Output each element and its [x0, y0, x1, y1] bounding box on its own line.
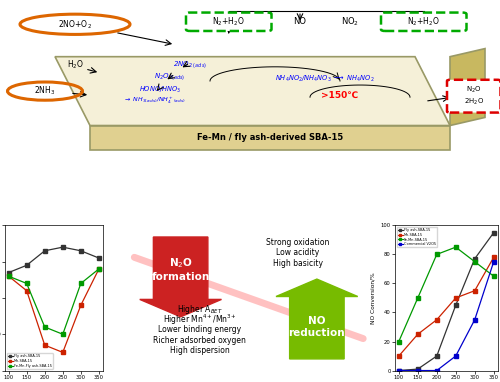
Text: >150℃: >150℃ [322, 91, 358, 100]
Commercial V2O5 [490, 259, 496, 264]
Mn-SBA-15 [42, 343, 48, 348]
Fly ash-SBA-15 [452, 303, 458, 308]
Text: NO
reduction: NO reduction [288, 316, 345, 338]
Polygon shape [450, 49, 485, 126]
FancyBboxPatch shape [447, 80, 500, 113]
Fe-Mn-SBA-15 [396, 339, 402, 344]
Fly ash-SBA-15 [60, 245, 66, 249]
Legend: Fly ash-SBA-15, Mn-SBA-15, Fe-Mn-SBA-15, Commercial V2O5: Fly ash-SBA-15, Mn-SBA-15, Fe-Mn-SBA-15,… [396, 227, 437, 247]
Commercial V2O5 [472, 317, 478, 322]
Fe-Mn-Fly ash-SBA-15 [42, 325, 48, 329]
Fe-Mn-Fly ash-SBA-15 [96, 267, 102, 271]
Line: Mn-SBA-15: Mn-SBA-15 [398, 256, 495, 358]
Fly ash-SBA-15 [490, 230, 496, 235]
Text: N$_2$+H$_2$O: N$_2$+H$_2$O [408, 15, 440, 28]
Text: H$_2$O: H$_2$O [66, 58, 84, 71]
Line: Commercial V2O5: Commercial V2O5 [398, 260, 495, 372]
Legend: Fly ash-SBA-15, Mn-SBA-15, Fe-Mn-Fly ash-SBA-15: Fly ash-SBA-15, Mn-SBA-15, Fe-Mn-Fly ash… [6, 353, 53, 369]
Polygon shape [90, 126, 450, 150]
Fly ash-SBA-15 [42, 248, 48, 253]
Line: Fe-Mn-SBA-15: Fe-Mn-SBA-15 [398, 246, 495, 343]
Mn-SBA-15 [434, 317, 440, 322]
Text: N$_2$O$_{4(ads)}$: N$_2$O$_{4(ads)}$ [154, 71, 186, 83]
Mn-SBA-15 [24, 288, 30, 293]
Fly ash-SBA-15 [24, 263, 30, 267]
Commercial V2O5 [452, 354, 458, 358]
Line: Fly ash-SBA-15: Fly ash-SBA-15 [7, 246, 100, 274]
Mn-SBA-15 [96, 267, 102, 271]
Fly ash-SBA-15 [6, 270, 12, 275]
Fe-Mn-Fly ash-SBA-15 [24, 281, 30, 286]
Fe-Mn-Fly ash-SBA-15 [60, 332, 66, 337]
Line: Fe-Mn-Fly ash-SBA-15: Fe-Mn-Fly ash-SBA-15 [7, 267, 100, 336]
Text: $\rightarrow$ NH$_{3(ads)}$/NH$_4^+$$_{(ads)}$: $\rightarrow$ NH$_{3(ads)}$/NH$_4^+$$_{(… [124, 96, 186, 106]
Fe-Mn-SBA-15 [472, 259, 478, 264]
Text: Higher A$_{BET}$: Higher A$_{BET}$ [177, 303, 222, 316]
FancyBboxPatch shape [186, 13, 272, 31]
Text: Strong oxidation: Strong oxidation [266, 238, 330, 247]
Fly ash-SBA-15 [472, 256, 478, 261]
Text: Low acidity: Low acidity [276, 248, 320, 257]
Text: HONO/HNO$_3$: HONO/HNO$_3$ [139, 85, 181, 95]
Fly ash-SBA-15 [415, 367, 421, 371]
Commercial V2O5 [415, 368, 421, 373]
Polygon shape [55, 57, 450, 126]
Text: 2NH$_3$: 2NH$_3$ [34, 85, 56, 97]
FancyArrow shape [140, 237, 222, 317]
FancyArrow shape [276, 279, 358, 359]
Text: NO: NO [294, 17, 306, 26]
Fe-Mn-SBA-15 [415, 296, 421, 300]
Commercial V2O5 [434, 368, 440, 373]
Mn-SBA-15 [452, 296, 458, 300]
Text: NH$_4$NO$_2$/NH$_4$NO$_3$ $\longrightarrow$ NH$_4$NO$_2$: NH$_4$NO$_2$/NH$_4$NO$_3$ $\longrightarr… [275, 74, 375, 84]
Text: Higher Mn$^{4+}$/Mn$^{3+}$: Higher Mn$^{4+}$/Mn$^{3+}$ [162, 312, 236, 327]
Line: Mn-SBA-15: Mn-SBA-15 [7, 267, 100, 354]
Fe-Mn-Fly ash-SBA-15 [6, 274, 12, 278]
Mn-SBA-15 [60, 350, 66, 354]
Fly ash-SBA-15 [434, 354, 440, 358]
Text: Lower binding energy: Lower binding energy [158, 325, 242, 334]
Text: High dispersion: High dispersion [170, 346, 230, 355]
Fly ash-SBA-15 [96, 256, 102, 261]
Text: N$_2$+H$_2$O: N$_2$+H$_2$O [212, 15, 245, 28]
Fe-Mn-SBA-15 [452, 245, 458, 249]
Line: Fly ash-SBA-15: Fly ash-SBA-15 [398, 231, 495, 372]
Mn-SBA-15 [490, 255, 496, 260]
Commercial V2O5 [396, 368, 402, 373]
Fly ash-SBA-15 [396, 368, 402, 373]
Fe-Mn-Fly ash-SBA-15 [78, 281, 84, 286]
Mn-SBA-15 [78, 303, 84, 308]
Mn-SBA-15 [472, 288, 478, 293]
Text: Richer adsorbed oxygen: Richer adsorbed oxygen [154, 335, 246, 345]
Text: N$_2$O
formation: N$_2$O formation [152, 256, 210, 282]
Fe-Mn-SBA-15 [490, 274, 496, 278]
Mn-SBA-15 [396, 354, 402, 358]
FancyBboxPatch shape [381, 13, 466, 31]
Text: N$_2$O
2H$_2$O: N$_2$O 2H$_2$O [464, 85, 484, 107]
Fe-Mn-SBA-15 [434, 252, 440, 257]
Fly ash-SBA-15 [78, 248, 84, 253]
Text: High basicity: High basicity [273, 259, 323, 268]
Mn-SBA-15 [415, 332, 421, 337]
Mn-SBA-15 [6, 274, 12, 278]
FancyBboxPatch shape [106, 222, 392, 374]
Text: NO$_2$: NO$_2$ [341, 15, 359, 28]
Text: Fe-Mn / fly ash-derived SBA-15: Fe-Mn / fly ash-derived SBA-15 [197, 133, 343, 142]
Text: 2NO+O$_2$: 2NO+O$_2$ [58, 18, 92, 31]
Text: 2NO$_{2\ (ads)}$: 2NO$_{2\ (ads)}$ [173, 59, 207, 70]
Y-axis label: NO Conversion/%: NO Conversion/% [370, 272, 375, 324]
